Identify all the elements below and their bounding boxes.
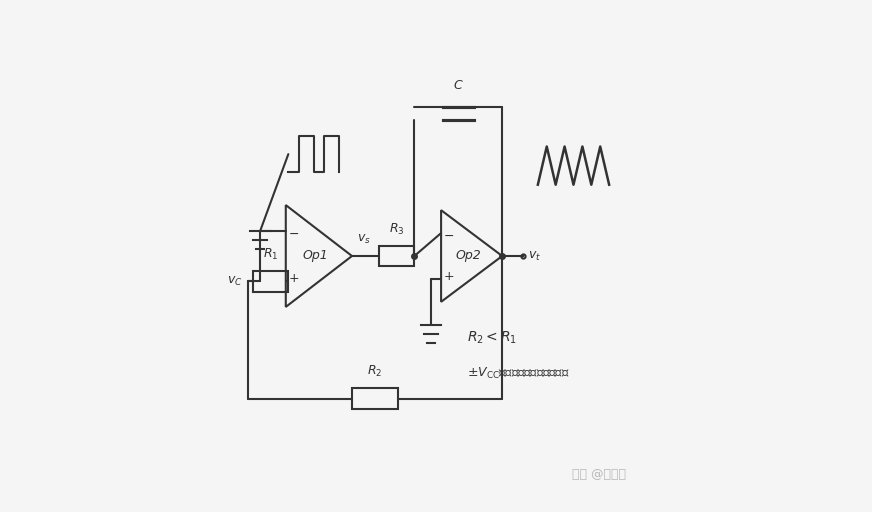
Text: $+$: $+$ [288,272,299,285]
Text: $R_1$: $R_1$ [262,247,278,262]
Text: Op2: Op2 [456,249,481,263]
Text: $R_3$: $R_3$ [389,222,405,237]
Text: $v_t$: $v_t$ [528,249,541,263]
Text: 知乎 @李清龙: 知乎 @李清龙 [572,468,626,481]
Text: $v_C$: $v_C$ [227,275,242,288]
Bar [253,271,289,292]
Text: $R_2$: $R_2$ [367,364,383,379]
Bar [352,389,398,409]
Text: $\pm V_{\mathrm{CC}}$：运算放大器的电源电压: $\pm V_{\mathrm{CC}}$：运算放大器的电源电压 [467,366,569,380]
Bar [378,246,414,266]
Text: $+$: $+$ [443,270,454,283]
Text: $R_2<R_1$: $R_2<R_1$ [467,329,517,346]
Text: Op1: Op1 [303,249,329,263]
Text: $-$: $-$ [443,229,454,242]
Text: $-$: $-$ [288,227,299,240]
Text: $C$: $C$ [453,79,464,92]
Text: $v_s$: $v_s$ [357,233,371,246]
